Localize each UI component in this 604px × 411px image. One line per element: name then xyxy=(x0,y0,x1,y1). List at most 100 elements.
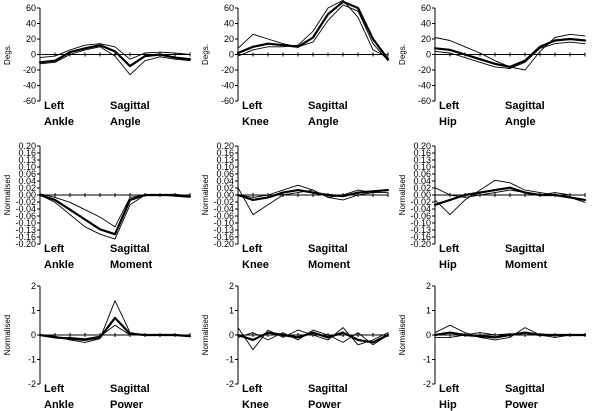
y-tick-label: -20 xyxy=(221,65,234,75)
series-line-1 xyxy=(236,331,390,344)
chart-caption: Knee xyxy=(242,116,269,128)
series-line-3 xyxy=(39,193,191,228)
y-tick-label: 40 xyxy=(26,19,36,29)
y-tick-label: 1 xyxy=(426,306,431,316)
y-tick-label: -0.10 xyxy=(410,218,431,228)
chart-caption: Left xyxy=(44,383,65,395)
series-line-2 xyxy=(237,4,389,62)
y-tick-label: -0.02 xyxy=(410,197,431,207)
series-line-3 xyxy=(237,329,389,346)
y-tick-label: -40 xyxy=(418,81,431,91)
y-tick-label: 0.04 xyxy=(413,176,431,186)
chart-caption: Moment xyxy=(110,259,153,271)
y-tick-label: -0.16 xyxy=(15,232,36,242)
y-tick-label: 0.20 xyxy=(18,141,36,151)
y-tick-label: -0.02 xyxy=(213,197,234,207)
y-tick-label: 0.13 xyxy=(216,155,234,165)
series-line-2 xyxy=(434,324,586,341)
y-tick-label: 0.10 xyxy=(18,162,36,172)
y-tick-label: 1 xyxy=(229,306,234,316)
y-tick-label: -1 xyxy=(423,355,431,365)
y-tick-label: -0.06 xyxy=(410,211,431,221)
y-axis-label: Normalised xyxy=(398,315,407,355)
y-tick-label: 0 xyxy=(229,50,234,60)
y-tick-label: 0 xyxy=(426,50,431,60)
chart-caption: Left xyxy=(439,100,460,112)
series-line-3 xyxy=(434,332,586,338)
y-tick-label: 40 xyxy=(421,19,431,29)
chart-caption: Hip xyxy=(439,259,457,271)
y-tick-label: 0.04 xyxy=(18,176,36,186)
y-tick-label: -2 xyxy=(28,379,36,389)
y-tick-label: -0.06 xyxy=(213,211,234,221)
y-tick-label: 60 xyxy=(224,3,234,13)
y-tick-label: 0 xyxy=(31,50,36,60)
y-tick-label: -60 xyxy=(418,96,431,106)
chart-caption: Angle xyxy=(505,116,536,128)
series-line-1 xyxy=(38,44,192,68)
y-tick-label: -0.04 xyxy=(410,204,431,214)
y-tick-label: 0.16 xyxy=(18,148,36,158)
y-tick-label: -0.20 xyxy=(15,239,36,249)
chart-caption: Left xyxy=(242,100,263,112)
chart-caption: Hip xyxy=(439,399,457,411)
series-line-1 xyxy=(236,189,390,201)
y-tick-label: 20 xyxy=(224,34,234,44)
chart-caption: Angle xyxy=(308,116,339,128)
y-tick-label: 60 xyxy=(26,3,36,13)
y-axis-label: Degs. xyxy=(201,44,210,65)
y-tick-label: -0.20 xyxy=(410,239,431,249)
chart-caption: Left xyxy=(44,243,65,255)
chart-caption: Sagittal xyxy=(505,100,545,112)
y-axis-label: Degs. xyxy=(398,44,407,65)
chart-caption: Sagittal xyxy=(110,100,150,112)
y-tick-label: 0.02 xyxy=(413,183,431,193)
y-axis-label: Normalised xyxy=(3,175,12,215)
y-tick-label: -20 xyxy=(23,65,36,75)
y-tick-label: 0.02 xyxy=(216,183,234,193)
series-line-3 xyxy=(434,187,586,198)
y-tick-label: -0.16 xyxy=(410,232,431,242)
chart-caption: Left xyxy=(242,383,263,395)
y-tick-label: -40 xyxy=(23,81,36,91)
y-tick-label: -0.16 xyxy=(213,232,234,242)
y-axis-label: Normalised xyxy=(3,315,12,355)
y-tick-label: 20 xyxy=(421,34,431,44)
y-tick-label: -0.04 xyxy=(213,204,234,214)
y-tick-label: 0.10 xyxy=(216,162,234,172)
y-tick-label: 0.04 xyxy=(216,176,234,186)
y-tick-label: 0.06 xyxy=(216,169,234,179)
y-tick-label: -0.13 xyxy=(213,225,234,235)
y-tick-label: 0.00 xyxy=(216,190,234,200)
y-tick-label: 0.06 xyxy=(18,169,36,179)
y-tick-label: -0.10 xyxy=(213,218,234,228)
chart-caption: Hip xyxy=(439,116,457,128)
chart-caption: Knee xyxy=(242,259,269,271)
series-line-2 xyxy=(434,33,586,71)
chart-caption: Left xyxy=(439,383,460,395)
y-tick-label: 0.00 xyxy=(18,190,36,200)
chart-caption: Angle xyxy=(110,116,141,128)
chart-caption: Sagittal xyxy=(308,243,348,255)
chart-caption: Sagittal xyxy=(505,383,545,395)
y-tick-label: -0.10 xyxy=(15,218,36,228)
y-tick-label: 0.16 xyxy=(413,148,431,158)
y-tick-label: 20 xyxy=(26,34,36,44)
y-tick-label: -1 xyxy=(226,355,234,365)
series-line-3 xyxy=(39,324,191,340)
chart-caption: Ankle xyxy=(44,116,74,128)
chart-caption: Left xyxy=(44,100,65,112)
y-axis-label: Normalised xyxy=(201,315,210,355)
series-line-3 xyxy=(237,0,389,59)
y-tick-label: -60 xyxy=(23,96,36,106)
y-tick-label: -0.04 xyxy=(15,204,36,214)
y-tick-label: -0.02 xyxy=(15,197,36,207)
y-tick-label: 0.13 xyxy=(18,155,36,165)
y-tick-label: -1 xyxy=(28,355,36,365)
chart-caption: Power xyxy=(505,399,539,411)
y-tick-label: -40 xyxy=(221,81,234,91)
y-axis-label: Normalised xyxy=(398,175,407,215)
y-tick-label: -0.13 xyxy=(15,225,36,235)
y-tick-label: 0.20 xyxy=(216,141,234,151)
